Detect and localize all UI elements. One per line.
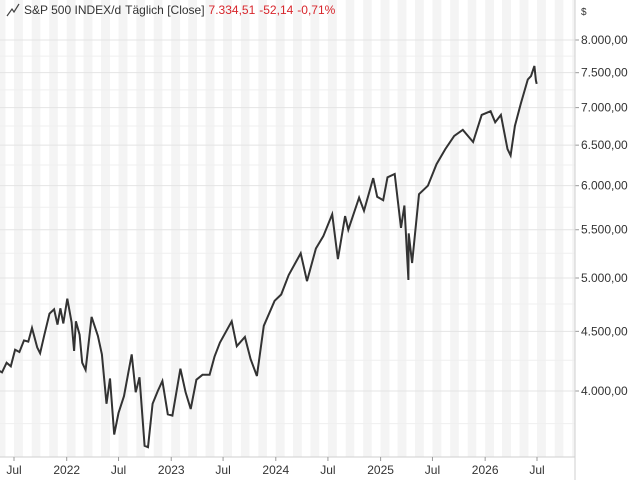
y-tick-label: 6.000,00 <box>581 179 628 193</box>
month-band <box>31 0 41 457</box>
x-tick-label: 2023 <box>158 463 185 477</box>
month-band <box>49 0 58 457</box>
y-tick-label: 5.500,00 <box>581 223 628 237</box>
month-band <box>363 0 372 457</box>
month-band <box>258 0 267 457</box>
x-tick-label: 2024 <box>262 463 289 477</box>
month-band <box>292 0 302 457</box>
month-band <box>118 0 128 457</box>
x-tick-label: 2026 <box>472 463 499 477</box>
month-band <box>502 0 511 457</box>
month-band <box>223 0 232 457</box>
month-band <box>275 0 285 457</box>
month-band <box>380 0 390 457</box>
y-tick-label: 7.000,00 <box>581 101 628 115</box>
month-band <box>66 0 76 457</box>
change-absolute: -52,14 <box>259 3 294 17</box>
x-tick-label: Jul <box>111 463 126 477</box>
month-band <box>519 0 529 457</box>
y-tick-label: 6.500,00 <box>581 138 628 152</box>
month-band <box>572 0 575 457</box>
currency-label: $ <box>581 7 587 18</box>
x-tick-label: Jul <box>320 463 335 477</box>
x-tick-label: 2022 <box>53 463 80 477</box>
month-bands <box>0 0 575 457</box>
month-band <box>188 0 198 457</box>
x-tick-label: Jul <box>529 463 544 477</box>
y-tick-label: 5.000,00 <box>581 271 628 285</box>
x-tick-label: Jul <box>6 463 21 477</box>
month-band <box>153 0 163 457</box>
x-tick-label: 2025 <box>367 463 394 477</box>
month-band <box>171 0 181 457</box>
y-tick-label: 8.000,00 <box>581 33 628 47</box>
month-band <box>397 0 407 457</box>
month-band <box>467 0 477 457</box>
price-line <box>0 65 538 449</box>
symbol-label[interactable]: S&P 500 INDEX/d <box>24 3 122 17</box>
chart-legend: S&P 500 INDEX/d Täglich [Close] 7.334,51… <box>6 3 335 17</box>
month-band <box>83 0 93 457</box>
month-band <box>345 0 355 457</box>
line-chart-icon[interactable] <box>6 3 20 17</box>
y-tick-label: 4.000,00 <box>581 384 628 398</box>
change-percent: -0,71% <box>297 3 336 17</box>
month-band <box>240 0 250 457</box>
month-band <box>554 0 564 457</box>
month-band <box>0 0 6 457</box>
month-band <box>14 0 23 457</box>
month-band <box>101 0 110 457</box>
y-tick-label: 7.500,00 <box>581 66 628 80</box>
y-tick-label: 4.500,00 <box>581 324 628 338</box>
month-band <box>450 0 459 457</box>
x-tick-label: Jul <box>425 463 440 477</box>
month-band <box>537 0 546 457</box>
month-band <box>485 0 495 457</box>
month-band <box>414 0 424 457</box>
month-band <box>432 0 442 457</box>
month-band <box>327 0 337 457</box>
last-value: 7.334,51 <box>208 3 256 17</box>
x-tick-label: Jul <box>215 463 230 477</box>
month-band <box>310 0 320 457</box>
x-axis: Jul 2022 Jul 2023 Jul 2024 Jul 2025 Jul 2026 Jul <box>0 456 575 477</box>
month-band <box>136 0 145 457</box>
mode-label[interactable]: Täglich [Close] <box>125 3 205 17</box>
y-axis: 4.000,00 4.500,00 5.000,00 5.500,00 6.000,00… <box>575 33 628 398</box>
month-band <box>205 0 215 457</box>
